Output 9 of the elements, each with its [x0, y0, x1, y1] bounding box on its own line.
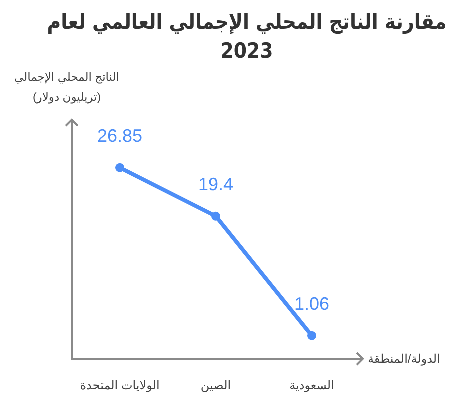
x-axis-title: الدولة/المنطقة	[368, 351, 440, 368]
y-axis-title: الناتج المحلي الإجمالي (تريليون دولار)	[14, 71, 120, 106]
data-label: 19.4	[198, 174, 234, 194]
data-label: 26.85	[97, 126, 143, 146]
data-label: 1.06	[294, 294, 330, 314]
x-tick-label: السعودية	[290, 378, 334, 393]
chart-title: مقارنة الناتج المحلي الإجمالي العالمي لعام 2023	[46, 9, 448, 65]
x-tick-label: الصين	[200, 378, 232, 393]
x-tick-label: الولايات المتحدة	[80, 378, 160, 393]
